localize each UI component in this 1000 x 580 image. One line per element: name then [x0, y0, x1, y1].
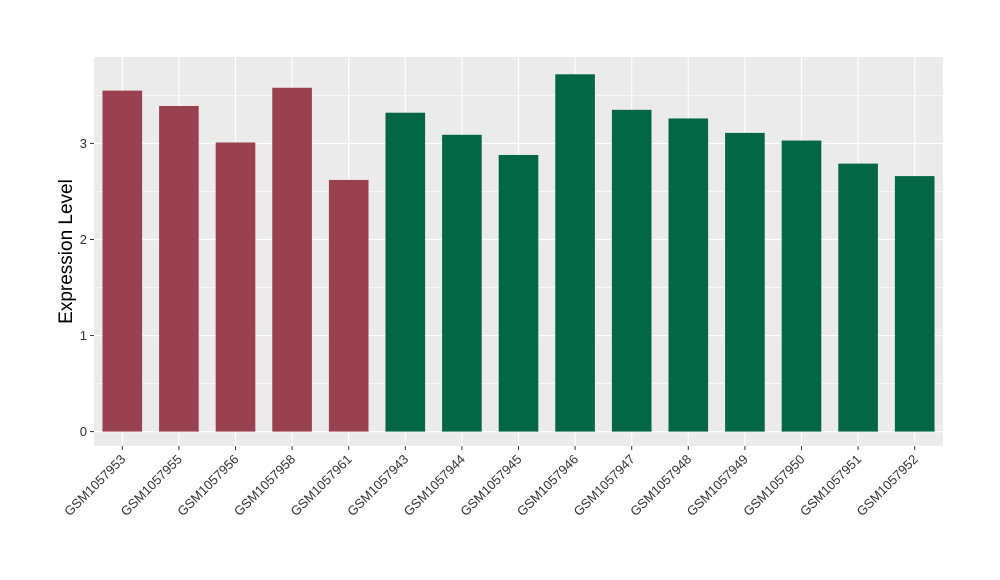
bars — [102, 74, 935, 432]
bar-GSM1057955 — [159, 105, 199, 432]
x-axis-ticks: GSM1057953GSM1057955GSM1057956GSM1057958… — [61, 446, 921, 519]
bar-GSM1057952 — [894, 176, 935, 432]
bar-GSM1057946 — [555, 74, 595, 432]
y-axis-ticks: 0 1 2 3 — [80, 136, 94, 439]
bar-GSM1057943 — [385, 112, 426, 432]
bar-GSM1057949 — [725, 132, 765, 432]
y-tick-label: 1 — [80, 328, 87, 343]
bar-GSM1057945 — [498, 154, 539, 432]
y-tick-label: 0 — [80, 424, 87, 439]
bar-GSM1057956 — [215, 142, 256, 432]
bar-GSM1057953 — [102, 90, 143, 432]
y-tick-label: 3 — [80, 136, 87, 151]
bar-GSM1057951 — [838, 163, 878, 432]
bar-GSM1057958 — [272, 87, 312, 432]
y-axis-title: Expression Level — [56, 179, 77, 324]
bar-GSM1057961 — [328, 179, 369, 432]
y-tick-label: 2 — [80, 232, 87, 247]
bar-GSM1057944 — [442, 134, 482, 432]
bar-GSM1057950 — [781, 140, 822, 432]
bar-GSM1057948 — [668, 118, 709, 432]
bar-GSM1057947 — [611, 109, 652, 432]
